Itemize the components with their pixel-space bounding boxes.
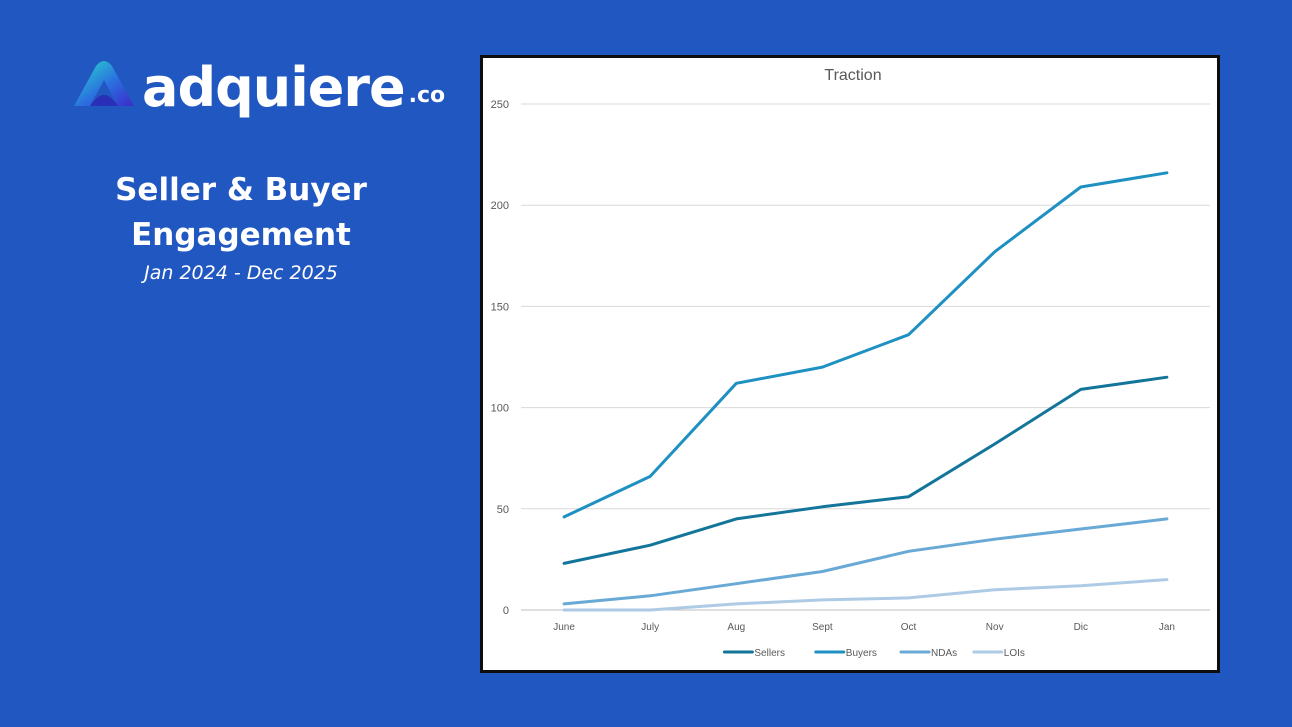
x-tick-label: Dic	[1074, 622, 1088, 633]
y-tick-label: 200	[491, 200, 509, 212]
legend-label: Buyers	[846, 648, 877, 659]
date-range: Jan 2024 - Dec 2025	[144, 262, 338, 284]
y-tick-label: 250	[491, 99, 509, 111]
x-tick-label: June	[553, 622, 575, 633]
y-tick-label: 50	[497, 504, 509, 516]
x-tick-label: Nov	[986, 622, 1004, 633]
brand-suffix: .co	[408, 83, 446, 108]
y-tick-label: 150	[491, 301, 509, 313]
y-tick-label: 100	[491, 403, 509, 415]
series-line-lois	[562, 578, 1169, 612]
x-tick-label: July	[641, 622, 659, 633]
legend-label: LOIs	[1004, 648, 1025, 659]
title-line-1: Seller & Buyer	[115, 172, 367, 208]
series-line-ndas	[562, 517, 1169, 606]
x-tick-label: Aug	[727, 622, 745, 633]
legend-label: Sellers	[754, 648, 785, 659]
traction-chart: Traction 0 50 100 150 200 250 June July Aug Sept…	[491, 67, 1210, 659]
x-tick-label: Sept	[812, 622, 833, 633]
x-tick-label: Oct	[901, 622, 917, 633]
title-line-2: Engagement	[131, 217, 351, 253]
page-title: Seller & Buyer Engagement	[60, 168, 422, 258]
series-line-buyers	[562, 171, 1169, 519]
brand-logo: adquiere .co	[72, 58, 445, 118]
chart-title: Traction	[824, 67, 881, 84]
x-tick-label: Jan	[1159, 622, 1175, 633]
y-tick-label: 0	[503, 605, 509, 617]
chart-frame: Traction 0 50 100 150 200 250 June July Aug Sept…	[480, 55, 1220, 673]
series-line-sellers	[562, 375, 1169, 565]
logo-mark-icon	[74, 61, 134, 106]
brand-name: adquiere	[142, 56, 406, 119]
legend-label: NDAs	[931, 648, 957, 659]
